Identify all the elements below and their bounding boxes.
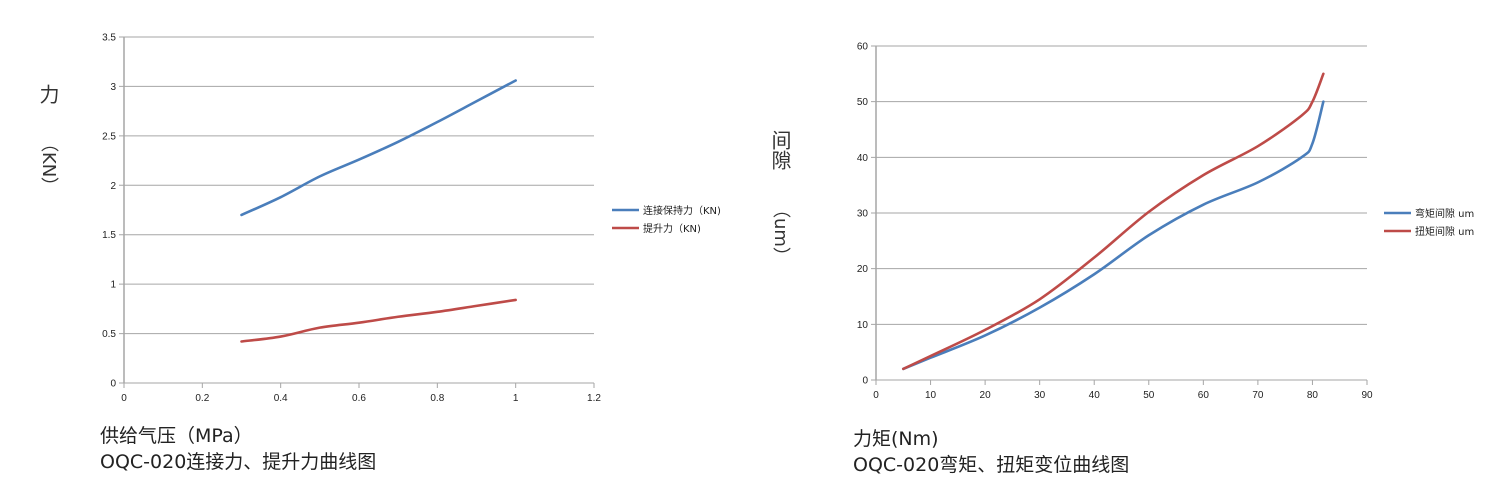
y-tick-label: 10 [857,320,869,331]
x-tick-label: 30 [1034,390,1046,401]
legend-label: 扭矩间隙 um [1415,225,1474,238]
x-tick-label: 0.2 [195,393,209,404]
y-tick-label: 0 [110,379,116,390]
y-tick-label: 0.5 [102,329,116,340]
legend-label: 提升力（KN) [643,222,701,235]
series-line-2 [240,298,517,343]
series-line-1 [240,79,517,217]
y-axis-title-unit: （KN） [38,134,59,196]
x-tick-label: 80 [1307,390,1319,401]
x-tick-label: 0.6 [352,393,366,404]
x-tick-label: 10 [925,390,937,401]
y-tick-label: 60 [857,42,869,53]
series-line-1 [901,100,1325,371]
x-tick-label: 70 [1252,390,1264,401]
y-tick-label: 0 [862,376,868,387]
x-axis-title: 力矩(Nm) [853,428,939,450]
x-tick-label: 60 [1198,390,1210,401]
x-tick-label: 0.4 [274,393,288,404]
legend-label: 连接保持力（KN) [643,204,721,217]
y-axis-title: 力 （KN） [36,84,60,196]
y-tick-label: 3.5 [102,33,116,44]
x-tick-label: 50 [1143,390,1155,401]
x-tick-label: 20 [980,390,992,401]
x-tick-label: 1.2 [587,393,601,404]
chart-moment-torque-displacement: 间隙 （um） 0 10 20 30 40 50 60 0 10 20 30 40 50 60 70 80 90… [750,0,1500,500]
y-tick-label: 30 [857,209,869,220]
x-tick-label: 0 [873,390,879,401]
chart-title: OQC-020连接力、提升力曲线图 [100,451,377,473]
y-tick-label: 2 [110,181,116,192]
y-tick-label: 40 [857,153,869,164]
y-tick-label: 2.5 [102,131,116,142]
x-tick-label: 0.8 [430,393,444,404]
chart-title: OQC-020弯矩、扭矩变位曲线图 [853,454,1130,476]
y-axis-title-chars: 间隙 [768,130,792,170]
y-tick-label: 20 [857,264,869,275]
plot-area: 0 10 20 30 40 50 60 0 10 20 30 40 50 60 70 80 90 弯矩间隙 um 扭… [857,42,1474,402]
y-tick-label: 3 [110,82,116,93]
x-tick-label: 1 [513,393,519,404]
y-axis-title: 间隙 （um） [768,130,792,265]
series-line-2 [901,72,1325,371]
y-axis-title-unit: （um） [770,200,791,265]
y-tick-label: 1 [110,280,116,291]
y-tick-label: 1.5 [102,230,116,241]
legend-label: 弯矩间隙 um [1415,207,1474,220]
x-tick-label: 40 [1089,390,1101,401]
x-tick-label: 0 [121,393,127,404]
plot-area: 0 0.5 1 1.5 2 2.5 3 3.5 0 0.2 0.4 0.6 0.8 1 1.2 连接保持力（K… [102,33,721,405]
y-tick-label: 50 [857,97,869,108]
chart-connection-lift-force: 力 （KN） 0 0.5 1 1.5 2 2.5 3 3.5 0 0.2 0.4 0.6 0.8 1 1.2… [36,33,721,474]
x-tick-label: 90 [1361,390,1373,401]
x-axis-title: 供给气压（MPa） [100,425,253,447]
y-axis-title-char: 力 [36,84,60,104]
